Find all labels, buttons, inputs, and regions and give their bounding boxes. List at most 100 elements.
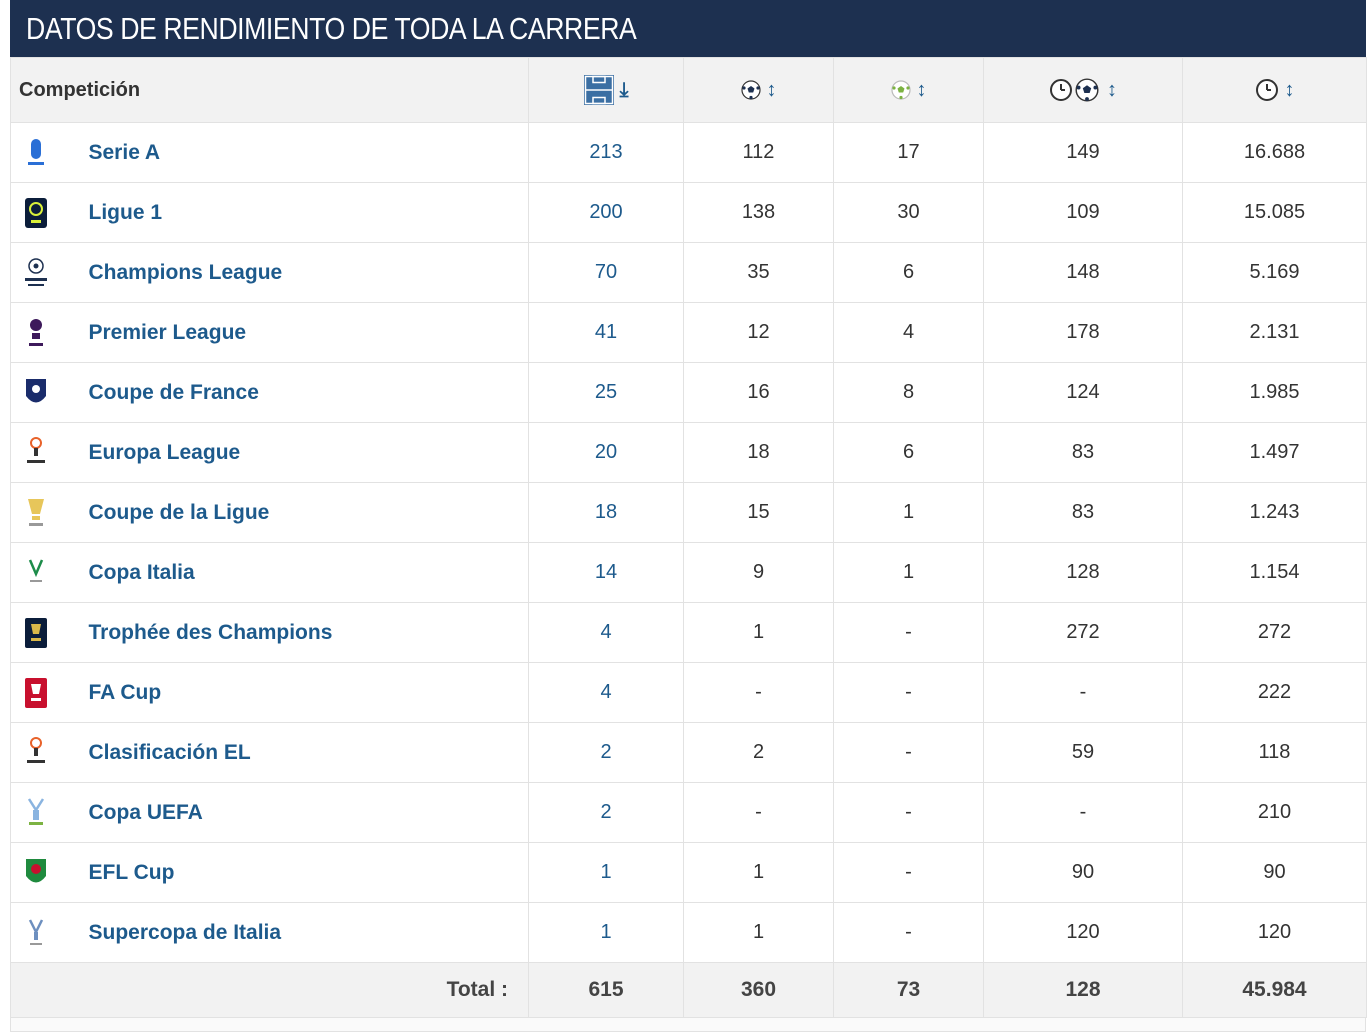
competition-logo-cell xyxy=(10,242,89,303)
appearances-cell[interactable]: 25 xyxy=(528,362,684,423)
competition-logo-cell xyxy=(10,902,89,963)
competition-name-cell: Coupe de France xyxy=(88,362,529,423)
minutes-per-goal-cell: 120 xyxy=(983,902,1183,963)
competition-link[interactable]: Trophée des Champions xyxy=(88,620,333,644)
assists-column-header[interactable]: ↕ xyxy=(833,57,984,123)
competition-name-cell: Champions League xyxy=(88,242,529,303)
competition-name-cell: FA Cup xyxy=(88,662,529,723)
appearances-cell[interactable]: 14 xyxy=(528,542,684,603)
section-title: DATOS DE RENDIMIENTO DE TODA LA CARRERA xyxy=(26,10,637,46)
minutes-per-goal-column-header[interactable]: ↕ xyxy=(983,57,1183,123)
competition-logo-cell xyxy=(10,782,89,843)
assists-cell: 30 xyxy=(833,182,984,243)
goals-cell: 1 xyxy=(683,842,834,903)
minutes-cell: 1.154 xyxy=(1182,542,1367,603)
appearances-cell[interactable]: 4 xyxy=(528,662,684,723)
competition-link[interactable]: Premier League xyxy=(88,320,247,344)
competition-name-cell: Ligue 1 xyxy=(88,182,529,243)
minutes-per-goal-cell: 272 xyxy=(983,602,1183,663)
minutes-cell: 2.131 xyxy=(1182,302,1367,363)
assists-cell: 4 xyxy=(833,302,984,363)
competition-link[interactable]: Clasificación EL xyxy=(88,740,251,764)
competition-name-cell: Supercopa de Italia xyxy=(88,902,529,963)
total-minutes-per-goal: 128 xyxy=(983,962,1183,1018)
competition-logo-cell xyxy=(10,422,89,483)
competition-link[interactable]: Supercopa de Italia xyxy=(88,920,282,944)
fa-cup-logo-icon xyxy=(25,677,47,708)
appearances-cell[interactable]: 4 xyxy=(528,602,684,663)
goals-cell: - xyxy=(683,782,834,843)
minutes-per-goal-cell: - xyxy=(983,662,1183,723)
minutes-per-goal-cell: 178 xyxy=(983,302,1183,363)
europa-league-logo-icon xyxy=(27,736,45,763)
minutes-per-goal-cell: 83 xyxy=(983,482,1183,543)
appearances-cell[interactable]: 200 xyxy=(528,182,684,243)
sort-icon[interactable]: ↕ xyxy=(1107,79,1117,101)
competition-logo-cell xyxy=(10,722,89,783)
minutes-per-goal-cell: 148 xyxy=(983,242,1183,303)
competition-link[interactable]: FA Cup xyxy=(88,680,162,704)
minutes-per-goal-cell: 109 xyxy=(983,182,1183,243)
sort-icon[interactable]: ↕ xyxy=(766,79,777,102)
competition-link[interactable]: Ligue 1 xyxy=(88,200,163,224)
competition-name-cell: Clasificación EL xyxy=(88,722,529,783)
assist-ball-icon xyxy=(890,80,911,100)
minutes-cell: 210 xyxy=(1182,782,1367,843)
competition-column-header: Competición xyxy=(10,57,529,123)
minutes-cell: 222 xyxy=(1182,662,1367,723)
appearances-cell[interactable]: 213 xyxy=(528,122,684,183)
assists-cell: - xyxy=(833,722,984,783)
assists-cell: 1 xyxy=(833,542,984,603)
appearances-column-header[interactable]: ⤓ xyxy=(528,57,684,123)
table-row: Trophée des Champions 4 1 - 272 272 xyxy=(10,602,1367,663)
assists-cell: 1 xyxy=(833,482,984,543)
competition-link[interactable]: Copa Italia xyxy=(88,560,195,584)
competition-link[interactable]: Europa League xyxy=(88,440,241,464)
appearances-cell[interactable]: 1 xyxy=(528,902,684,963)
efl-cup-logo-icon xyxy=(26,858,46,882)
goals-cell: 35 xyxy=(683,242,834,303)
competition-name-cell: Copa UEFA xyxy=(88,782,529,843)
table-row: Clasificación EL 2 2 - 59 118 xyxy=(10,722,1367,783)
sort-desc-icon[interactable]: ⤓ xyxy=(619,79,629,101)
assists-cell: 6 xyxy=(833,242,984,303)
appearances-cell[interactable]: 41 xyxy=(528,302,684,363)
minutes-column-header[interactable]: ↕ xyxy=(1182,57,1367,123)
sort-icon[interactable]: ↕ xyxy=(1284,79,1295,101)
competition-link[interactable]: Copa UEFA xyxy=(88,800,203,824)
competition-name-cell: Trophée des Champions xyxy=(88,602,529,663)
minutes-cell: 90 xyxy=(1182,842,1367,903)
table-row: Copa UEFA 2 - - - 210 xyxy=(10,782,1367,843)
competition-link[interactable]: Coupe de la Ligue xyxy=(88,500,270,524)
competition-link[interactable]: Champions League xyxy=(88,260,283,284)
assists-cell: - xyxy=(833,602,984,663)
assists-cell: 6 xyxy=(833,422,984,483)
coupe-de-france-logo-icon xyxy=(26,378,46,402)
supercopa-italia-logo-icon xyxy=(28,918,44,945)
competition-link[interactable]: Coupe de France xyxy=(88,380,259,404)
goals-cell: 12 xyxy=(683,302,834,363)
ligue-1-logo-icon xyxy=(25,197,47,228)
appearances-cell[interactable]: 2 xyxy=(528,782,684,843)
assists-cell: 17 xyxy=(833,122,984,183)
clock-icon xyxy=(1255,79,1278,101)
goals-cell: 138 xyxy=(683,182,834,243)
competition-name-cell: Europa League xyxy=(88,422,529,483)
appearances-cell[interactable]: 2 xyxy=(528,722,684,783)
minutes-per-goal-cell: 124 xyxy=(983,362,1183,423)
competition-link[interactable]: EFL Cup xyxy=(88,860,175,884)
competition-link[interactable]: Serie A xyxy=(88,140,161,164)
minutes-cell: 118 xyxy=(1182,722,1367,783)
sort-icon[interactable]: ↕ xyxy=(916,79,927,102)
minutes-cell: 120 xyxy=(1182,902,1367,963)
appearances-cell[interactable]: 1 xyxy=(528,842,684,903)
minutes-per-goal-cell: - xyxy=(983,782,1183,843)
appearances-cell[interactable]: 70 xyxy=(528,242,684,303)
goals-column-header[interactable]: ↕ xyxy=(683,57,834,123)
appearances-cell[interactable]: 18 xyxy=(528,482,684,543)
minutes-per-goal-cell: 149 xyxy=(983,122,1183,183)
competition-name-cell: Premier League xyxy=(88,302,529,363)
appearances-cell[interactable]: 20 xyxy=(528,422,684,483)
total-minutes: 45.984 xyxy=(1182,962,1367,1018)
minutes-cell: 272 xyxy=(1182,602,1367,663)
